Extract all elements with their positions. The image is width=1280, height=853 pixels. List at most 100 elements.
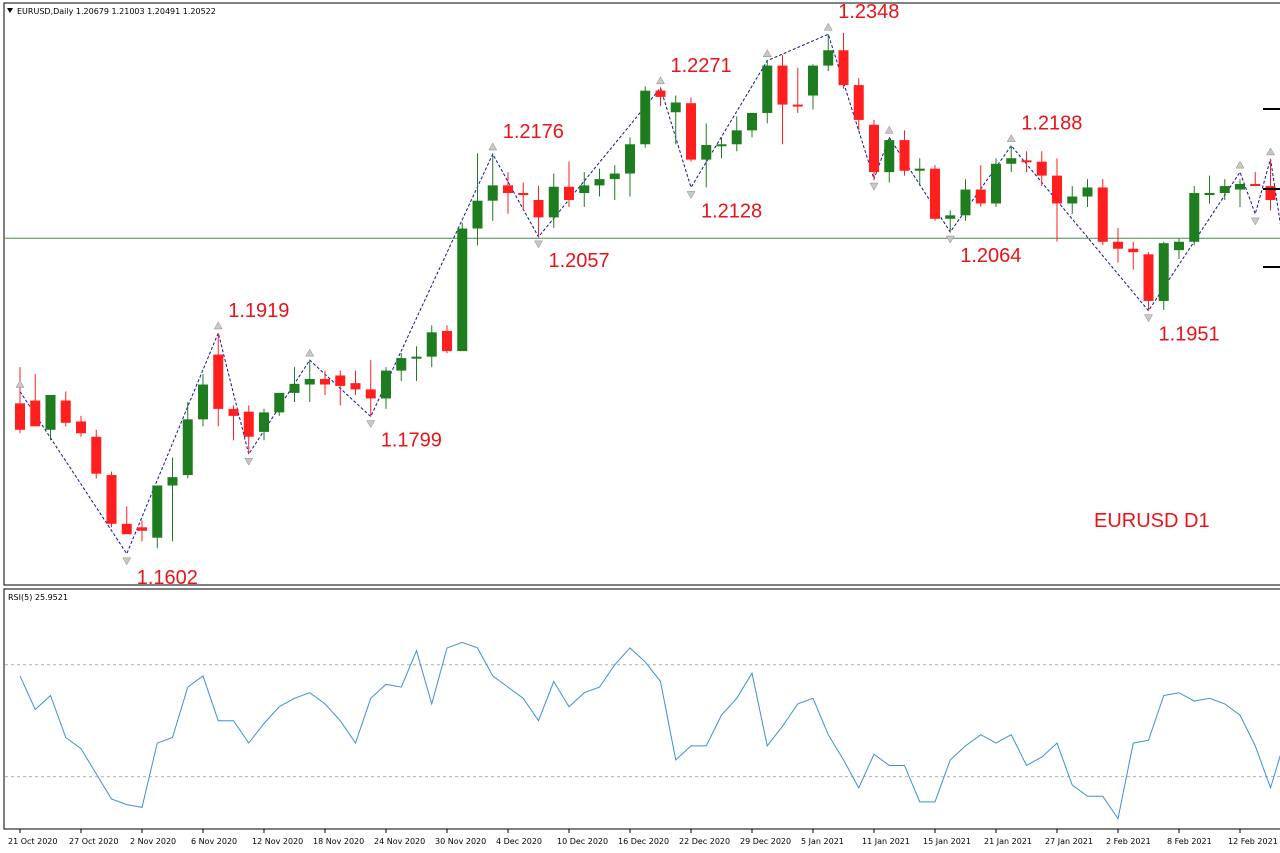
candle-body (45, 394, 56, 430)
candle-body (945, 215, 956, 219)
candle-body (259, 412, 269, 432)
candle-body (426, 332, 437, 357)
candle-body (960, 189, 971, 216)
candle-body (579, 185, 590, 194)
candle-body (1067, 196, 1078, 204)
fractal-down-arrow-icon (945, 235, 955, 244)
candle-body (991, 163, 1001, 204)
candle-body (304, 378, 315, 385)
zigzag-price-label: 1.1799 (381, 430, 442, 452)
candle-body (76, 421, 86, 434)
fractal-down-arrow-icon (869, 182, 879, 191)
candle-body (182, 419, 193, 476)
zigzag-price-labels: 1.1602 1.1919 1.1799 1.2176 1.2057 1.2271 1.21… (137, 1, 1220, 589)
zigzag-price-label: 1.2128 (701, 200, 762, 222)
candle-body (869, 124, 879, 173)
fractal-up-arrow-icon (1235, 160, 1245, 169)
fractal-up-arrow-icon (15, 379, 25, 388)
fractal-up-arrow-icon (305, 348, 315, 357)
fractal-up-arrow-icon (1006, 134, 1016, 142)
date-axis-label: 12 Nov 2020 (252, 837, 303, 846)
candle-body (1113, 241, 1123, 249)
candle-body (228, 408, 239, 416)
zigzag-price-label: 1.1919 (228, 300, 289, 322)
candle-body (121, 523, 132, 535)
candle-body (762, 65, 773, 113)
candle-body (60, 400, 71, 423)
candle-body (1250, 183, 1261, 187)
fractal-down-arrow-icon (534, 240, 543, 249)
fractal-down-arrow-icon (366, 420, 376, 429)
candle-body (640, 90, 651, 145)
price-pane-frame (3, 2, 1280, 586)
candle-body (137, 527, 147, 531)
date-axis-label: 12 Feb 2021 (1228, 837, 1278, 846)
date-axis-label: 10 Dec 2020 (557, 837, 608, 846)
candle-body (91, 436, 102, 474)
candle-body (686, 103, 696, 160)
candlesticks (15, 32, 1276, 549)
candle-body (1128, 248, 1139, 253)
date-axis-label: 6 Nov 2020 (191, 837, 237, 846)
symbol-info-line: EURUSD,Daily 1.20679 1.21003 1.20491 1.2… (17, 7, 216, 16)
date-axis-label: 24 Nov 2020 (374, 837, 425, 846)
fractal-down-arrow-icon (686, 191, 696, 199)
date-axis-label: 2 Nov 2020 (130, 837, 176, 846)
candle-body (1021, 160, 1032, 163)
fractal-up-arrow-icon (656, 76, 665, 85)
chart-menu-arrow-icon[interactable] (7, 8, 13, 13)
candle-body (152, 485, 163, 538)
candle-body (487, 185, 498, 201)
candle-body (350, 383, 361, 390)
candle-body (1265, 186, 1276, 200)
zigzag-price-label: 1.1951 (1159, 324, 1220, 346)
candle-body (548, 186, 559, 218)
date-axis-label: 2 Feb 2021 (1106, 837, 1151, 846)
candle-body (1036, 161, 1047, 176)
candle-body (975, 189, 986, 204)
candle-body (823, 50, 834, 66)
candle-body (625, 144, 635, 174)
zigzag-price-label: 1.2188 (1021, 113, 1082, 135)
candle-body (320, 378, 330, 385)
fractal-up-arrow-icon (762, 49, 772, 57)
candle-body (564, 186, 574, 200)
fractal-down-arrow-icon (244, 457, 254, 466)
date-axis-label: 27 Oct 2020 (69, 837, 118, 846)
candle-body (396, 358, 407, 371)
date-axis-label: 16 Dec 2020 (618, 837, 669, 846)
candle-body (335, 375, 346, 386)
rsi-series-line (19, 641, 1280, 820)
zigzag-price-label: 1.2057 (549, 250, 610, 272)
date-axis-label: 5 Jan 2021 (801, 837, 844, 846)
date-axis-label: 8 Feb 2021 (1167, 837, 1212, 846)
candle-body (747, 112, 757, 131)
fractal-up-arrow-icon (488, 142, 498, 151)
candle-body (853, 85, 864, 120)
zigzag-price-label: 1.2348 (838, 1, 899, 23)
candle-body (533, 199, 544, 218)
rsi-line (19, 641, 1280, 820)
candle-body (243, 411, 254, 437)
candle-body (503, 185, 513, 194)
rsi-pane-frame (3, 588, 1280, 830)
candle-body (808, 65, 818, 96)
candle-body (365, 389, 376, 399)
candle-body (442, 330, 452, 352)
candle-body (1006, 158, 1017, 164)
candle-body (670, 102, 681, 113)
candle-body (411, 356, 422, 359)
candle-body (777, 65, 788, 105)
candle-body (1158, 243, 1169, 301)
candle-body (1189, 193, 1200, 242)
candle-body (106, 475, 117, 524)
date-axis-label: 27 Jan 2021 (1045, 837, 1093, 846)
date-axis-label: 11 Jan 2021 (862, 837, 910, 846)
date-axis-label: 15 Jan 2021 (923, 837, 971, 846)
date-axis-label: 21 Jan 2021 (984, 837, 1032, 846)
price-marker (1263, 266, 1280, 268)
candle-body (655, 90, 666, 97)
date-axis-label: 22 Dec 2020 (679, 837, 730, 846)
price-marker (1263, 108, 1280, 110)
